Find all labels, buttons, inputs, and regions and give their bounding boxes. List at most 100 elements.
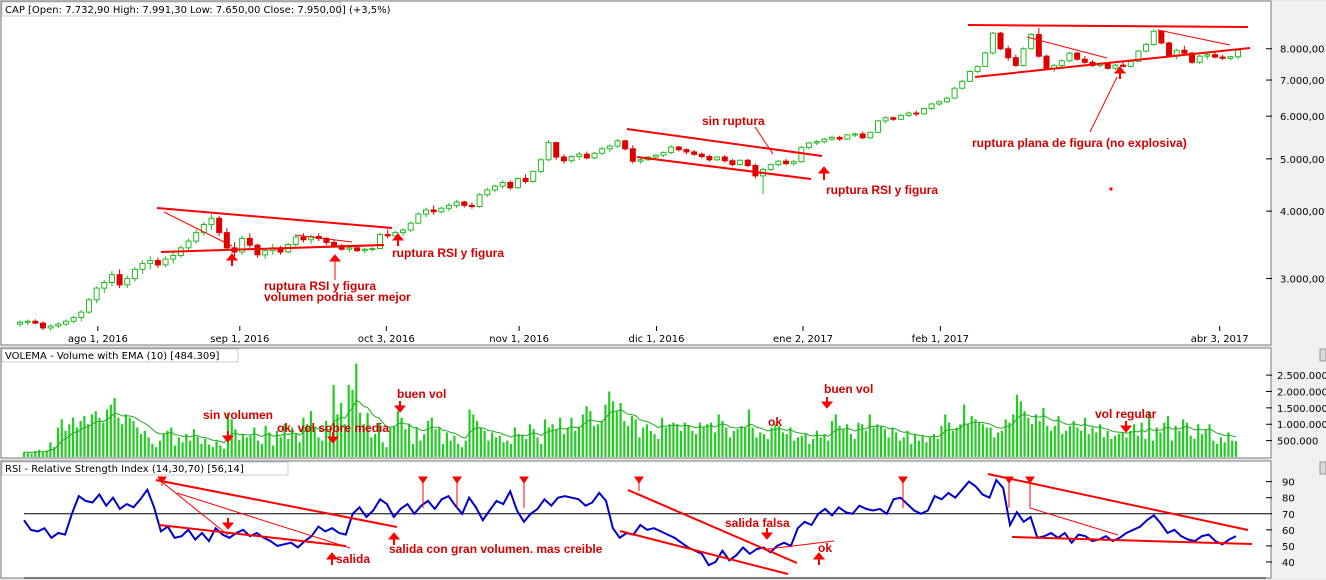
candle <box>698 152 705 159</box>
volume-bar <box>460 447 464 457</box>
volume-bar <box>921 435 924 457</box>
volume-bar <box>479 427 482 457</box>
rsi-trendline-2-bottom <box>619 530 789 575</box>
candle <box>239 235 246 255</box>
volume-bar <box>87 424 90 457</box>
candle <box>1112 63 1119 71</box>
candle <box>943 96 950 103</box>
candle <box>721 155 728 163</box>
volume-bar <box>751 427 754 457</box>
volume-bar <box>219 445 222 457</box>
candle <box>691 150 698 157</box>
volume-bar <box>475 420 479 457</box>
volume-bar <box>30 453 33 457</box>
volume-tick-label: 2.000.000 <box>1277 387 1326 398</box>
annotation-salida-falsa: salida falsa <box>725 516 790 530</box>
panel-splitter-handle-2[interactable] <box>1319 461 1326 475</box>
volume-bar <box>694 434 698 457</box>
volume-bar <box>215 441 218 457</box>
arrow-down-marker <box>221 518 235 530</box>
volume-bar <box>879 425 883 457</box>
volume-bar <box>423 434 426 457</box>
volume-bar <box>679 430 683 457</box>
volume-bar <box>940 425 943 457</box>
volume-bar <box>472 414 475 457</box>
candle <box>859 131 866 140</box>
arrow-down-marker <box>1119 421 1133 433</box>
candle <box>1227 55 1234 61</box>
panel-splitter-handle[interactable] <box>1319 348 1326 362</box>
annotation-ruptura-1: ruptura RSI y figura <box>264 279 376 293</box>
volume-bar <box>906 430 909 457</box>
volume-bar <box>706 424 709 457</box>
volume-bar <box>1144 438 1147 457</box>
volume-bar <box>917 440 920 457</box>
volume-bar <box>615 411 618 457</box>
rsi-trendline-1-inner-2 <box>176 492 351 549</box>
volume-bar <box>1189 435 1192 457</box>
candle <box>790 159 797 166</box>
volume-bar <box>781 432 785 457</box>
volume-bar <box>109 404 112 457</box>
candle <box>951 86 958 99</box>
volume-bar <box>245 437 248 457</box>
volume-bar <box>487 440 490 457</box>
candle <box>377 232 384 250</box>
volume-bar <box>713 432 717 457</box>
volume-bar <box>38 449 41 457</box>
candle <box>346 246 353 252</box>
volume-bar <box>362 424 365 457</box>
volume-bar <box>619 402 622 457</box>
volume-bar <box>196 436 199 457</box>
volume-bar <box>642 427 645 457</box>
volume-bar <box>1110 438 1113 457</box>
candle <box>384 229 391 239</box>
volume-bar <box>796 437 800 457</box>
volume-bar <box>124 414 128 457</box>
volume-bar <box>1163 422 1166 457</box>
peak-marker <box>1025 476 1035 508</box>
candle <box>744 158 751 167</box>
arrow-up-marker <box>387 532 401 545</box>
volume-bar <box>200 443 203 457</box>
volume-bar <box>419 440 422 457</box>
candle <box>1074 51 1081 61</box>
arrow-down-marker <box>221 431 235 443</box>
arrow-up-marker <box>812 552 826 565</box>
volume-bar <box>925 442 928 457</box>
candle <box>131 267 138 282</box>
volume-bar <box>891 427 894 457</box>
volume-bar <box>136 427 139 457</box>
annotation-ok-vol: ok <box>768 415 782 429</box>
volume-bar <box>139 434 143 457</box>
volume-bar <box>762 434 766 457</box>
candle <box>1028 33 1035 50</box>
date-tick-label: abr 3, 2017 <box>1191 334 1249 345</box>
volume-bar <box>876 424 879 457</box>
volume-bar <box>574 430 577 457</box>
volume-bar <box>60 419 63 457</box>
volume-bar <box>596 424 600 457</box>
volume-tick-label: 2.500.000 <box>1277 371 1326 382</box>
volume-bar <box>256 440 260 457</box>
volume-bar <box>64 430 67 457</box>
trendline-triangle-2-top <box>967 24 1249 28</box>
pointer-sin-ruptura <box>754 126 774 155</box>
candle <box>591 151 598 159</box>
arrow-up-marker <box>817 166 831 180</box>
volume-bar <box>298 442 301 457</box>
peak-marker <box>898 476 908 508</box>
volume-bar <box>981 424 985 457</box>
arrow-down-marker <box>393 401 407 413</box>
volume-bar <box>426 420 430 457</box>
volume-bar <box>238 439 241 457</box>
volume-bar <box>585 406 588 457</box>
volume-bar <box>445 432 448 457</box>
trendline-triangle-1-bottom <box>160 244 385 253</box>
rsi-tick-label: 40 <box>1282 558 1295 569</box>
volume-bar <box>68 424 71 457</box>
rsi-trendline-1-inner <box>161 481 229 536</box>
volume-bar <box>978 422 981 457</box>
volume-bar <box>132 420 135 457</box>
date-tick-label: ago 1, 2016 <box>68 334 128 345</box>
